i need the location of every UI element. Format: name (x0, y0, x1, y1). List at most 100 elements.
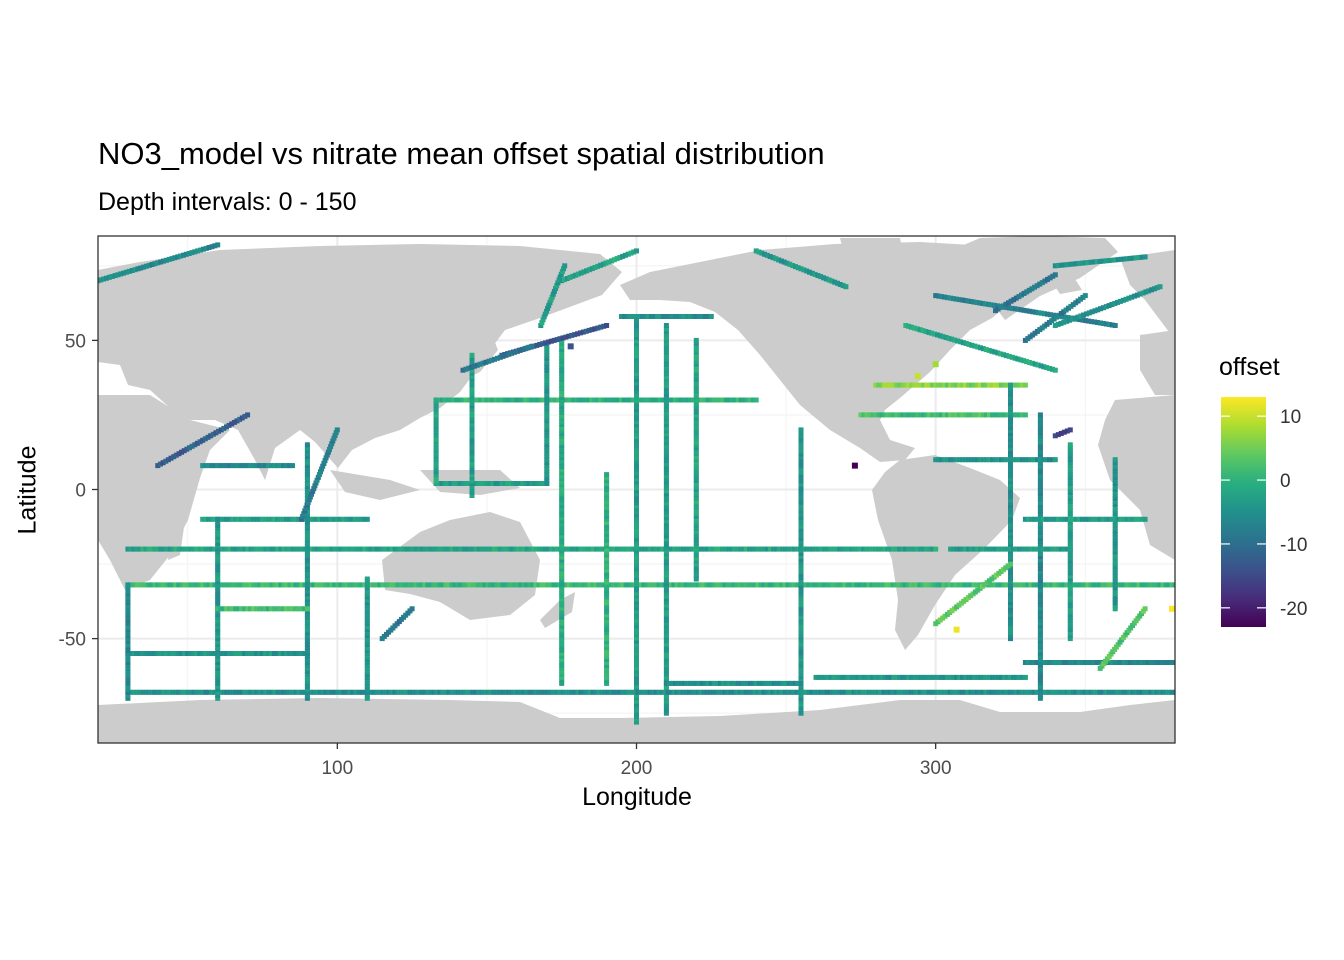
data-cell (936, 457, 942, 463)
data-cell (1112, 540, 1118, 546)
data-track (798, 427, 804, 716)
data-cell (663, 647, 669, 653)
data-cell (1008, 427, 1013, 433)
data-cell (993, 546, 998, 552)
data-cell (1008, 581, 1013, 587)
data-cell (663, 464, 669, 470)
data-cell (433, 469, 439, 475)
data-cell (1067, 612, 1073, 618)
data-cell (663, 503, 669, 509)
data-cell (1123, 296, 1129, 302)
data-cell (875, 582, 881, 588)
data-cell (304, 651, 310, 656)
data-track (933, 561, 1013, 627)
data-cell (559, 506, 565, 512)
data-cell (1067, 576, 1073, 582)
data-cell (584, 689, 590, 695)
data-cell (1050, 366, 1055, 372)
data-cell (663, 641, 669, 647)
data-cell (699, 314, 705, 319)
data-cell (1028, 457, 1034, 463)
data-cell (1118, 689, 1124, 695)
data-cell (604, 579, 610, 585)
data-cell (686, 546, 692, 552)
data-cell (995, 306, 1001, 312)
data-cell (600, 261, 606, 267)
data-cell (469, 397, 475, 403)
data-cell (320, 582, 326, 588)
data-cell (761, 689, 767, 695)
data-cell (433, 478, 439, 484)
data-cell (569, 689, 575, 695)
data-cell (458, 689, 464, 695)
data-cell (1076, 516, 1082, 522)
data-cell (134, 651, 140, 656)
data-cell (1142, 606, 1148, 612)
data-cell (1037, 635, 1043, 641)
data-cell (529, 481, 535, 486)
data-cell (614, 689, 620, 695)
data-cell (1121, 689, 1127, 695)
data-cell (1037, 536, 1043, 541)
data-cell (1160, 689, 1166, 695)
data-cell (542, 689, 548, 695)
data-cell (559, 590, 565, 596)
data-cell (1011, 297, 1017, 303)
data-cell (937, 333, 943, 339)
data-cell (182, 689, 188, 695)
data-cell (322, 458, 328, 464)
data-cell (287, 651, 292, 656)
data-cell (704, 582, 710, 588)
data-cell (304, 528, 310, 534)
data-cell (323, 689, 329, 695)
data-cell (433, 451, 439, 457)
data-cell (634, 419, 639, 425)
data-cell (634, 479, 639, 485)
data-cell (634, 485, 639, 491)
data-cell (215, 564, 221, 570)
data-cell (943, 335, 949, 340)
data-cell (544, 460, 550, 466)
data-cell (1037, 680, 1043, 686)
data-cell (125, 689, 131, 695)
data-cell (843, 284, 849, 290)
data-cell (604, 663, 610, 668)
data-cell (304, 594, 310, 600)
data-cell (1008, 298, 1014, 304)
data-cell (634, 650, 639, 656)
data-cell (374, 546, 380, 552)
data-cell (631, 314, 636, 319)
data-cell (634, 377, 639, 383)
data-cell (1076, 260, 1082, 266)
data-cell (311, 546, 317, 552)
data-cell (559, 605, 565, 611)
data-cell (634, 542, 639, 548)
data-cell (882, 546, 888, 552)
data-cell (541, 314, 547, 320)
data-cell (112, 273, 118, 279)
data-cell (187, 445, 192, 451)
data-cell (869, 582, 875, 588)
data-cell (559, 641, 565, 647)
data-cell (212, 516, 218, 522)
data-cell (1067, 317, 1072, 323)
data-cell (1079, 516, 1085, 522)
data-cell (996, 412, 1001, 418)
data-cell (798, 593, 804, 599)
data-cell (377, 546, 383, 552)
data-cell (610, 397, 616, 403)
data-cell (1034, 689, 1040, 695)
data-cell (1008, 446, 1013, 451)
data-cell (693, 415, 699, 421)
data-cell (1085, 660, 1091, 665)
data-cell (125, 612, 131, 618)
data-cell (1109, 516, 1115, 522)
data-cell (1103, 516, 1109, 522)
data-cell (227, 582, 233, 588)
data-cell (236, 689, 242, 695)
data-cell (649, 314, 654, 319)
data-cell (1016, 674, 1022, 680)
data-cell (517, 347, 523, 353)
data-track (460, 343, 535, 373)
data-cell (530, 546, 536, 552)
